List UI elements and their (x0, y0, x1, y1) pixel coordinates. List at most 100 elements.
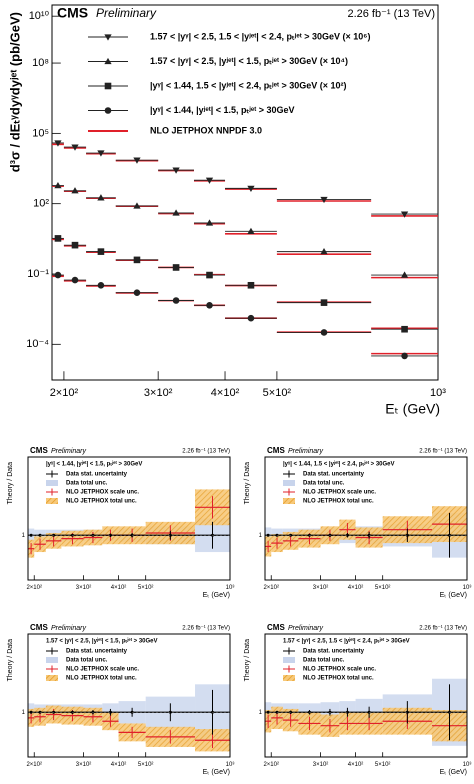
marker (247, 281, 255, 289)
marker (247, 227, 255, 234)
legend-label: Data stat. uncertainty (303, 649, 365, 655)
legend-swatch (283, 480, 295, 486)
title: CMS (267, 623, 285, 632)
marker (71, 144, 79, 151)
legend-label: NLO JETPHOX total unc. (303, 676, 374, 682)
y-tick-label: 1 (259, 533, 263, 539)
marker (97, 248, 105, 255)
marker (133, 289, 141, 296)
marker (71, 187, 79, 194)
x-tick-label: 10³ (226, 762, 235, 768)
x-tick-label: 2×10² (50, 387, 79, 399)
legend-label: |yᵞ| < 1.44, 1.5 < |yʲᵉᵗ| < 2.4, pₜʲᵉᵗ >… (150, 80, 347, 90)
marker (71, 276, 79, 284)
legend-label: Data total unc. (66, 481, 108, 487)
legend-swatch (283, 498, 295, 504)
plot-frame (27, 633, 231, 758)
x-tick-label: 2×10² (26, 585, 42, 591)
y-axis-label: Theory / Data (7, 639, 14, 682)
subtitle: Preliminary (51, 448, 87, 455)
x-tick-label: 3×10² (313, 762, 329, 768)
marker (247, 185, 255, 193)
plot-frame (51, 4, 439, 381)
marker (172, 297, 180, 304)
y-tick-label: 10² (33, 198, 49, 210)
legend-label: NLO JETPHOX NNPDF 3.0 (150, 125, 262, 135)
title: CMS (267, 446, 285, 455)
legend-label: NLO JETPHOX scale unc. (66, 490, 139, 496)
x-tick-label: 10³ (463, 762, 472, 768)
y-tick-label: 10⁵ (32, 127, 49, 139)
data-point (108, 533, 112, 537)
legend-swatch (283, 675, 295, 681)
data-point (168, 533, 172, 537)
data-point (345, 533, 349, 537)
marker (54, 235, 62, 242)
legend-swatch (46, 675, 58, 681)
x-tick-label: 5×10² (138, 762, 154, 768)
legend-label: Data total unc. (66, 658, 108, 664)
x-tick-label: 4×10² (111, 762, 127, 768)
legend-swatch (46, 657, 58, 663)
data-point (108, 710, 112, 714)
legend-label: 1.57 < |yᵞ| < 2.5, |yʲᵉᵗ| < 1.5, pₜʲᵉᵗ >… (150, 56, 348, 66)
y-axis-label: Theory / Data (7, 462, 14, 505)
legend-marker (104, 82, 112, 90)
subtitle: Preliminary (51, 625, 87, 632)
marker (320, 247, 328, 255)
lumi: 2.26 fb⁻¹ (13 TeV) (347, 8, 435, 20)
lumi: 2.26 fb⁻¹ (13 TeV) (419, 449, 467, 455)
legend-marker (104, 57, 112, 65)
subtitle: Preliminary (96, 6, 157, 20)
marker (400, 271, 409, 278)
legend-label: NLO JETPHOX scale unc. (66, 667, 139, 673)
y-tick-label: 10⁸ (32, 57, 49, 69)
marker (205, 219, 214, 226)
marker (54, 271, 62, 279)
legend-label: Data total unc. (303, 481, 345, 487)
marker (172, 167, 180, 174)
legend-marker (104, 34, 112, 41)
x-tick-label: 4×10² (348, 762, 364, 768)
x-tick-label: 3×10² (313, 585, 329, 591)
y-axis-label: Theory / Data (244, 639, 251, 682)
data-point (345, 710, 349, 714)
title: CMS (30, 446, 48, 455)
y-tick-label: 1 (259, 710, 263, 716)
x-axis-label: Eₜ (GeV) (440, 592, 467, 599)
marker (206, 271, 213, 279)
marker (206, 302, 213, 309)
legend-label: Data stat. uncertainty (66, 649, 128, 655)
marker (71, 241, 79, 249)
marker (320, 196, 328, 204)
y-tick-label: 10¹⁰ (29, 10, 50, 22)
marker (401, 352, 408, 360)
subtitle: Preliminary (288, 625, 324, 632)
y-tick-label: 1 (22, 533, 26, 539)
x-tick-label: 5×10² (138, 585, 154, 591)
legend-label: NLO JETPHOX total unc. (303, 499, 374, 505)
marker (97, 150, 105, 157)
title: CMS (57, 5, 88, 21)
legend-label: 1.57 < |yᵞ| < 2.5, 1.5 < |yʲᵉᵗ| < 2.4, p… (150, 31, 370, 41)
data-point (405, 710, 409, 714)
legend-label: Data stat. uncertainty (303, 472, 365, 478)
x-axis-label: Eₜ (GeV) (203, 592, 230, 599)
y-tick-label: 10⁻⁴ (26, 338, 49, 350)
marker (133, 256, 141, 264)
marker (320, 299, 328, 306)
plot-frame (27, 456, 231, 581)
legend-label: NLO JETPHOX total unc. (66, 499, 137, 505)
marker (172, 209, 180, 216)
x-tick-label: 4×10² (111, 585, 127, 591)
marker (54, 181, 62, 189)
x-tick-label: 3×10² (144, 387, 173, 399)
x-axis-label: Eₜ (GeV) (440, 769, 467, 776)
legend-label: Data stat. uncertainty (66, 472, 128, 478)
lumi: 2.26 fb⁻¹ (13 TeV) (419, 626, 467, 632)
data-point (405, 533, 409, 537)
marker (205, 177, 214, 184)
x-tick-label: 4×10² (348, 585, 364, 591)
